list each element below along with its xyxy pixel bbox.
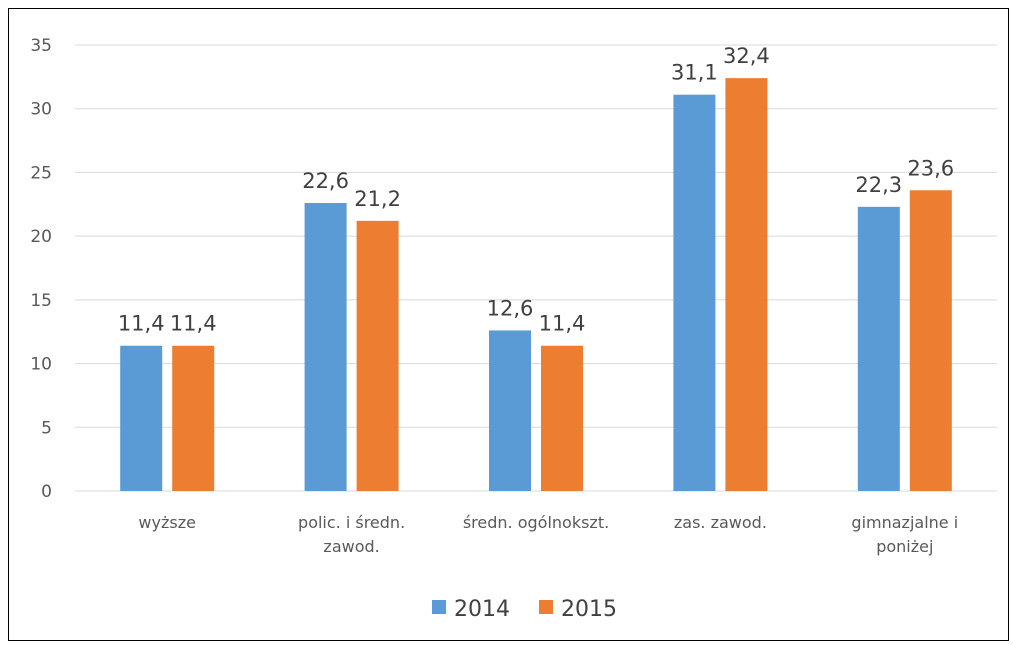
bars xyxy=(120,78,952,492)
data-label: 22,6 xyxy=(302,169,349,193)
chart-frame xyxy=(8,8,1009,641)
category-labels: wyższe polic. i średn. zawod. średn. ogólno… xyxy=(138,513,958,556)
y-tick-label: 20 xyxy=(30,227,52,247)
bar-2015 xyxy=(725,78,768,491)
bar-2014 xyxy=(673,94,716,491)
data-label: 31,1 xyxy=(671,61,718,85)
data-label: 23,6 xyxy=(907,156,954,180)
y-tick-label: 10 xyxy=(30,355,52,375)
y-tick-label: 35 xyxy=(30,36,52,56)
data-label: 32,4 xyxy=(723,44,770,68)
category-label: poniżej xyxy=(876,537,933,556)
data-labels: 11,4 11,422,621,212,611,431,132,422,323,6 xyxy=(118,44,954,336)
legend-label: 2014 xyxy=(454,597,510,622)
bar-2014 xyxy=(857,206,900,491)
y-axis-ticks: 0 5 10 15 20 25 30 35 xyxy=(30,36,52,502)
category-label: gimnazjalne i xyxy=(851,513,958,532)
category-label: zas. zawod. xyxy=(674,513,767,532)
bar-2015 xyxy=(172,345,215,491)
legend: 2014 2015 xyxy=(432,597,617,622)
category-label: polic. i średn. xyxy=(298,513,405,532)
bar-2014 xyxy=(304,203,347,492)
y-tick-label: 15 xyxy=(30,291,52,311)
data-label: 22,3 xyxy=(855,173,902,197)
y-tick-label: 5 xyxy=(41,418,52,438)
y-tick-label: 0 xyxy=(41,482,52,502)
category-label: zawod. xyxy=(323,537,379,556)
data-label: 11,4 xyxy=(118,312,165,336)
data-label: 12,6 xyxy=(487,296,534,320)
gridlines xyxy=(75,44,997,492)
legend-swatch-2015 xyxy=(539,600,553,614)
bar-2015 xyxy=(541,345,583,491)
legend-label: 2015 xyxy=(561,597,617,622)
category-label: wyższe xyxy=(138,513,196,532)
data-label: 11,4 xyxy=(170,312,217,336)
bar-2015 xyxy=(909,190,952,492)
bar-2014 xyxy=(120,345,163,491)
bar-2014 xyxy=(489,330,531,491)
y-tick-label: 30 xyxy=(30,100,52,120)
data-label: 21,2 xyxy=(354,187,401,211)
legend-swatch-2014 xyxy=(432,600,446,614)
bar-2015 xyxy=(356,220,399,491)
y-tick-label: 25 xyxy=(30,163,52,183)
data-label: 11,4 xyxy=(539,312,586,336)
category-label: średn. ogólnokszt. xyxy=(463,513,609,532)
